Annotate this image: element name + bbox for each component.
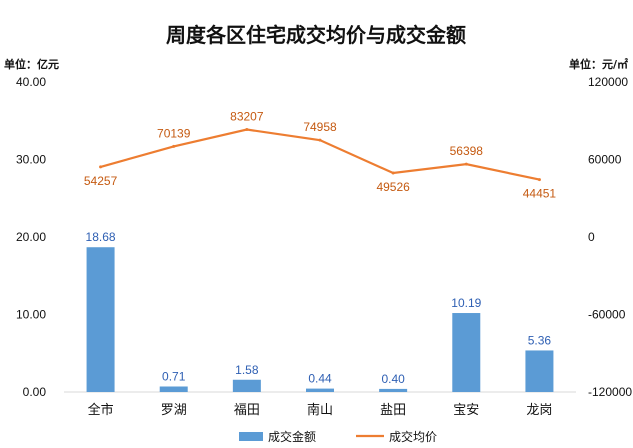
legend: 成交金额 成交均价 [239, 429, 437, 444]
bar-data-label: 5.36 [528, 333, 552, 347]
right-tick-label: -120000 [588, 385, 632, 399]
left-tick-label: 20.00 [16, 230, 46, 244]
line-point [99, 165, 103, 169]
bar-data-label: 0.71 [162, 369, 186, 383]
left-tick-label: 40.00 [16, 75, 46, 89]
left-tick-label: 10.00 [16, 308, 46, 322]
right-tick-label: 60000 [588, 153, 622, 167]
left-axis-unit: 单位：亿元 [4, 57, 59, 71]
category-label: 龙岗 [526, 403, 552, 418]
category-label: 全市 [88, 402, 114, 418]
line-point [318, 138, 322, 142]
bar [86, 247, 115, 392]
legend-line-label: 成交均价 [389, 429, 437, 444]
bar-data-label: 0.44 [308, 372, 332, 386]
bar [232, 379, 261, 392]
line-point [245, 128, 249, 132]
line-data-label: 44451 [523, 187, 557, 201]
line-data-label: 56398 [450, 144, 484, 158]
line-point [464, 162, 468, 166]
right-tick-label: -60000 [588, 308, 626, 322]
line-point [537, 178, 541, 182]
legend-bar-swatch [239, 432, 263, 441]
bar [452, 313, 481, 392]
category-labels: 全市 罗湖 福田 南山 盐田 宝安 龙岗 [88, 402, 553, 418]
bar-data-label: 10.19 [451, 296, 481, 310]
line-data-label: 54257 [84, 174, 118, 188]
right-axis-unit: 单位：元/㎡ [569, 57, 628, 71]
line-point [172, 144, 176, 148]
left-tick-label: 0.00 [23, 385, 47, 399]
left-tick-label: 30.00 [16, 153, 46, 167]
right-tick-label: 0 [588, 230, 595, 244]
bar-data-label: 18.68 [86, 230, 116, 244]
bar-data-label: 1.58 [235, 363, 259, 377]
bar [379, 388, 408, 392]
bar-series: 18.68 0.71 1.58 0.44 0.40 10.19 5.36 [86, 230, 554, 392]
line-point [391, 171, 395, 175]
bar [525, 350, 554, 392]
line-series: 54257 70139 83207 74958 49526 56398 44451 [84, 110, 557, 201]
line-data-label: 70139 [157, 126, 191, 140]
line-data-label: 74958 [303, 120, 337, 134]
chart-title: 周度各区住宅成交均价与成交金额 [166, 23, 466, 47]
left-axis: 0.00 10.00 20.00 30.00 40.00 [16, 75, 46, 399]
right-tick-label: 120000 [588, 75, 628, 89]
legend-bar-label: 成交金额 [268, 429, 316, 444]
category-label: 盐田 [380, 403, 406, 418]
bar [306, 388, 334, 392]
line-data-label: 49526 [376, 180, 410, 194]
category-label: 宝安 [453, 403, 479, 418]
line-data-label: 83207 [230, 110, 264, 124]
right-axis: -120000 -60000 0 60000 120000 [588, 75, 632, 399]
category-label: 南山 [307, 402, 333, 418]
category-label: 罗湖 [161, 403, 187, 418]
bar-data-label: 0.40 [381, 372, 405, 386]
bar [159, 386, 188, 392]
category-label: 福田 [234, 403, 260, 418]
